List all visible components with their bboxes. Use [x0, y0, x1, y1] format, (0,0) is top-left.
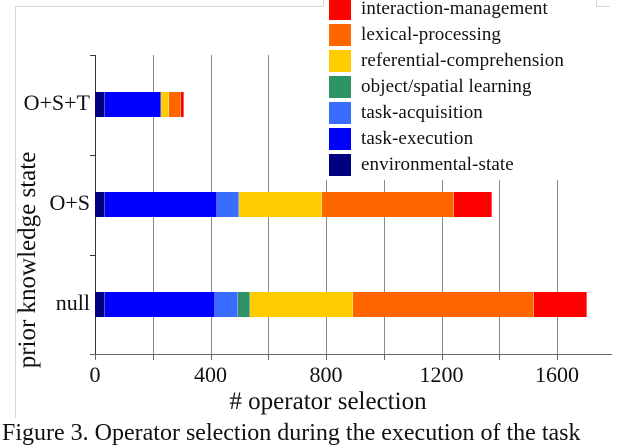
legend-label: task-acquisition — [361, 102, 483, 123]
y-tick-label: null — [55, 290, 90, 315]
gridline — [499, 55, 500, 354]
x-tick-label: 1200 — [419, 362, 464, 387]
x-axis-tick — [268, 354, 269, 360]
bar-segment-task-execution — [105, 292, 216, 317]
figure-frame-corner — [323, 0, 324, 6]
y-axis-label: prior knowledge state — [14, 151, 41, 369]
x-tick-label: 0 — [89, 362, 101, 387]
bar-o-s — [95, 192, 492, 217]
figure-frame-top-right — [596, 6, 610, 7]
figure-caption: Figure 3. Operator selection during the … — [2, 420, 581, 446]
y-tick-label: O+S+T — [23, 90, 90, 115]
bar-segment-environmental-state — [95, 192, 106, 217]
legend-swatch — [329, 24, 351, 46]
x-axis-tick — [211, 354, 212, 360]
legend-label: interaction-management — [361, 0, 548, 19]
y-axis-tick — [90, 55, 95, 56]
legend-label: task-execution — [361, 128, 474, 149]
figure-frame-corner — [596, 0, 597, 6]
x-axis-tick — [326, 354, 327, 360]
x-axis-tick — [384, 354, 385, 360]
legend-label: object/spatial learning — [361, 76, 532, 97]
legend-item: lexical-processing — [329, 22, 501, 48]
legend-item: interaction-management — [329, 0, 548, 22]
legend-swatch — [329, 0, 351, 20]
legend-swatch — [329, 76, 351, 98]
x-axis-tick — [95, 354, 96, 360]
legend-label: lexical-processing — [361, 24, 502, 45]
bar-segment-task-acquisition — [217, 192, 240, 217]
bar-segment-lexical-processing — [352, 292, 534, 317]
legend-swatch — [329, 102, 351, 124]
legend-item: referential-comprehension — [329, 48, 564, 74]
legend-label: referential-comprehension — [361, 50, 564, 71]
bar-segment-referential-comprehension — [161, 92, 169, 117]
bar-o-s-t — [95, 92, 184, 117]
legend-item: task-execution — [329, 126, 473, 152]
chart-legend: interaction-management lexical-processing… — [324, 0, 596, 180]
bar-segment-lexical-processing — [168, 92, 182, 117]
x-axis-tick — [499, 354, 500, 360]
bar-segment-environmental-state — [95, 92, 106, 117]
bar-segment-object-spatial-learning — [237, 292, 251, 317]
bar-null — [95, 292, 587, 317]
bar-segment-task-execution — [105, 92, 162, 117]
x-axis-tick — [557, 354, 558, 360]
legend-swatch — [329, 154, 351, 176]
legend-label: environmental-state — [361, 154, 514, 175]
bar-segment-interaction-management — [453, 192, 492, 217]
legend-swatch — [329, 128, 351, 150]
bar-segment-environmental-state — [95, 292, 106, 317]
x-tick-label: 1600 — [535, 362, 579, 387]
gridline — [557, 55, 558, 354]
x-tick-label: 800 — [309, 362, 343, 387]
x-axis-label: # operator selection — [229, 388, 427, 415]
x-tick-label: 400 — [194, 362, 227, 387]
bar-segment-task-acquisition — [215, 292, 238, 317]
bar-segment-lexical-processing — [321, 192, 454, 217]
x-axis-tick — [153, 354, 154, 360]
y-axis-tick — [90, 255, 95, 256]
y-axis-tick — [90, 155, 95, 156]
figure-frame-left — [15, 6, 16, 418]
x-axis-tick — [442, 354, 443, 360]
bar-segment-referential-comprehension — [239, 192, 322, 217]
legend-swatch — [329, 50, 351, 72]
legend-item: object/spatial learning — [329, 74, 532, 100]
bar-segment-interaction-management — [533, 292, 587, 317]
bar-segment-interaction-management — [181, 92, 184, 117]
figure-frame-top — [15, 6, 323, 7]
legend-item: environmental-state — [329, 152, 514, 178]
legend-item: task-acquisition — [329, 100, 483, 126]
bar-segment-task-execution — [105, 192, 218, 217]
bar-segment-referential-comprehension — [250, 292, 353, 317]
y-tick-label: O+S — [49, 190, 90, 215]
x-axis — [90, 354, 612, 355]
bar-chart: 0 400 800 1200 1600 O+S+T O+S null # operato… — [14, 55, 612, 415]
